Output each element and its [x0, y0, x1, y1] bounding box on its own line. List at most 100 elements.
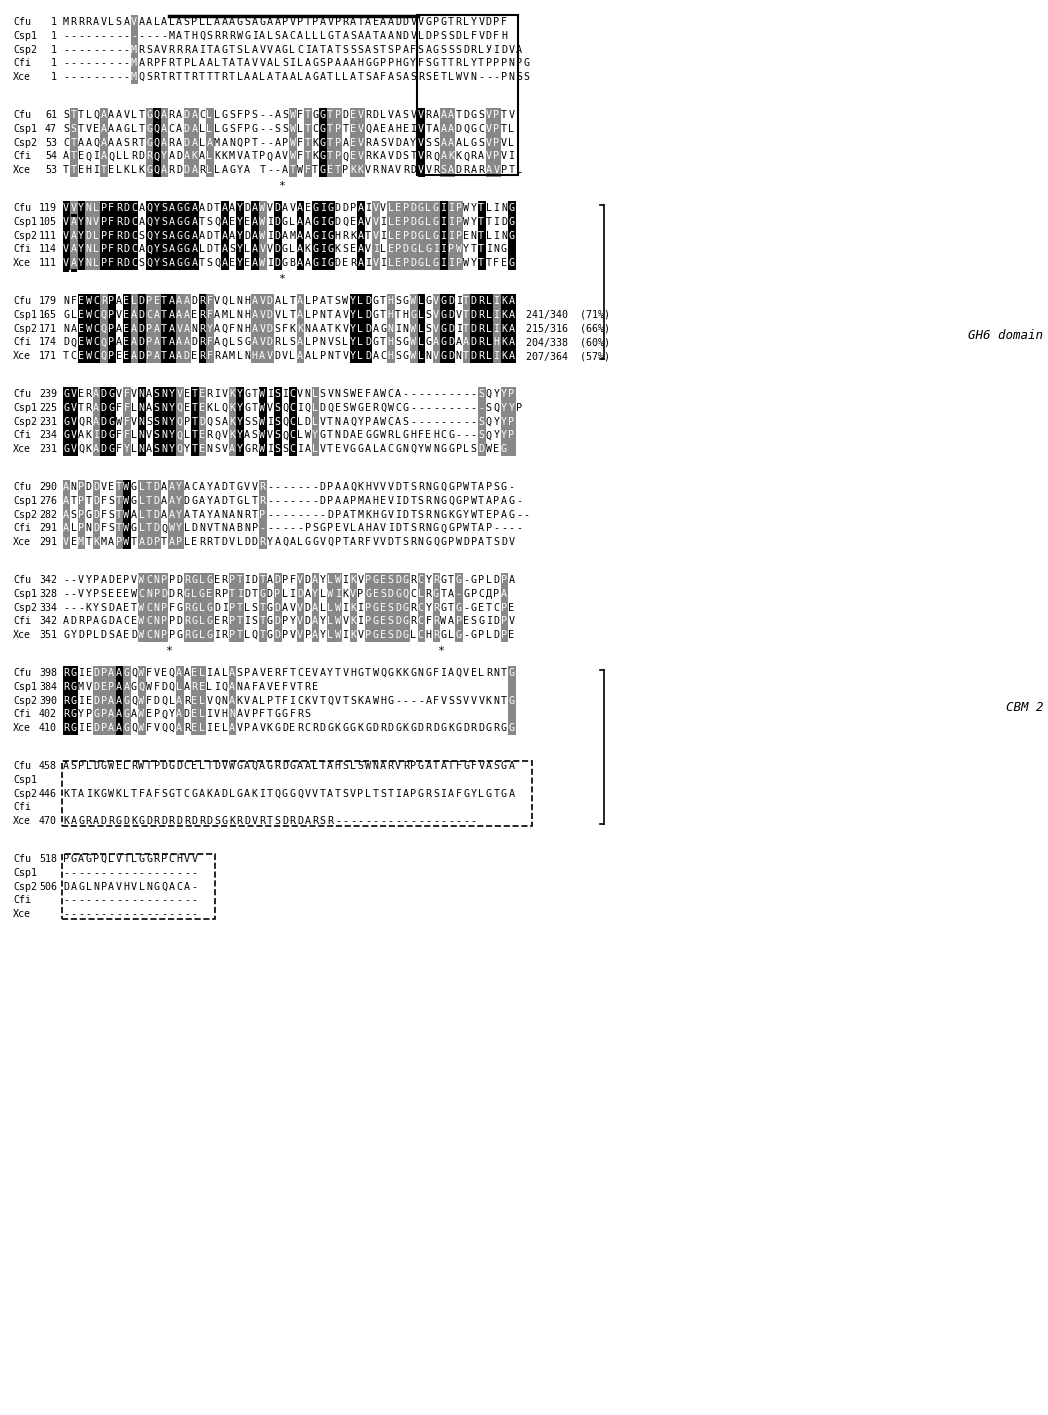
Text: V: V: [259, 723, 265, 733]
Text: A: A: [214, 337, 220, 348]
Text: Y: Y: [169, 403, 175, 413]
Text: Csp1: Csp1: [13, 495, 37, 505]
Text: E: E: [365, 403, 371, 413]
Bar: [440, 109, 447, 122]
Bar: [169, 402, 176, 415]
Text: A: A: [138, 202, 145, 214]
Text: E: E: [471, 668, 477, 678]
Text: -: -: [456, 416, 461, 426]
Bar: [70, 269, 77, 272]
Text: P: P: [79, 524, 84, 533]
Text: P: P: [471, 538, 477, 548]
Text: -: -: [79, 910, 84, 920]
Text: D: D: [267, 589, 272, 599]
Text: R: R: [206, 430, 213, 440]
Text: Q: Q: [463, 151, 470, 161]
Bar: [108, 201, 115, 215]
Text: G: G: [365, 589, 371, 599]
Text: -: -: [63, 72, 69, 82]
Text: E: E: [380, 574, 386, 584]
Text: D: D: [365, 324, 371, 334]
Text: T: T: [70, 137, 77, 147]
Text: N: N: [86, 216, 91, 226]
Bar: [153, 215, 160, 229]
Text: S: S: [388, 45, 394, 55]
Text: S: S: [402, 151, 409, 161]
Text: A: A: [275, 17, 281, 27]
Text: F: F: [101, 495, 107, 505]
Bar: [440, 150, 447, 164]
Text: L: L: [206, 17, 213, 27]
Bar: [176, 215, 183, 229]
Text: C: C: [388, 416, 394, 426]
Text: V: V: [176, 324, 182, 334]
Text: G: G: [192, 603, 197, 613]
Text: L: L: [418, 245, 423, 255]
Text: T: T: [327, 416, 333, 426]
Bar: [334, 164, 342, 177]
Text: A: A: [275, 45, 281, 55]
Text: W: W: [334, 630, 341, 640]
Text: D: D: [138, 151, 145, 161]
Bar: [93, 508, 101, 522]
Bar: [153, 429, 160, 443]
Bar: [455, 628, 463, 642]
Text: I: I: [494, 296, 499, 306]
Text: C: C: [199, 110, 205, 120]
Text: P: P: [101, 709, 107, 719]
Text: V: V: [70, 430, 77, 440]
Bar: [365, 587, 372, 601]
Text: P: P: [327, 58, 333, 68]
Text: -: -: [402, 816, 409, 826]
Text: N: N: [230, 137, 235, 147]
Bar: [395, 573, 402, 587]
Bar: [176, 443, 183, 457]
Text: D: D: [402, 17, 409, 27]
Bar: [63, 229, 70, 243]
Text: C: C: [169, 855, 175, 865]
Bar: [85, 256, 93, 270]
Text: A: A: [138, 245, 145, 255]
Text: Xce: Xce: [13, 538, 31, 548]
Text: R: R: [86, 389, 91, 399]
Text: Р: Р: [282, 137, 288, 147]
Text: A: A: [192, 258, 197, 269]
Text: Y: Y: [79, 245, 84, 255]
Text: A: A: [343, 483, 348, 492]
Text: T: T: [214, 524, 220, 533]
Text: S: S: [138, 258, 145, 269]
Text: I: I: [343, 630, 348, 640]
Text: -: -: [524, 509, 529, 519]
Text: V: V: [411, 31, 416, 41]
Text: A: A: [93, 416, 100, 426]
Text: Y: Y: [79, 231, 84, 241]
Text: R: R: [357, 538, 364, 548]
Text: T: T: [320, 45, 326, 55]
Text: Csp2: Csp2: [13, 509, 37, 519]
Text: M: M: [131, 72, 137, 82]
Text: H: H: [388, 296, 394, 306]
Bar: [93, 535, 101, 549]
Text: S: S: [275, 324, 281, 334]
Text: Q: Q: [456, 668, 461, 678]
Text: V: V: [501, 137, 507, 147]
Text: A: A: [70, 816, 77, 826]
Text: F: F: [380, 72, 386, 82]
Bar: [131, 243, 138, 256]
Text: V: V: [267, 45, 272, 55]
Text: T: T: [334, 31, 341, 41]
Text: L: L: [372, 444, 378, 454]
Bar: [259, 628, 266, 642]
Text: W: W: [289, 137, 296, 147]
Bar: [123, 522, 131, 535]
Text: R: R: [343, 17, 348, 27]
Text: N: N: [93, 882, 100, 891]
Bar: [410, 350, 417, 364]
Bar: [402, 201, 410, 215]
Bar: [259, 429, 266, 443]
Text: 470: 470: [39, 816, 57, 826]
Text: T: T: [79, 110, 84, 120]
Text: R: R: [146, 58, 152, 68]
Text: Q: Q: [350, 483, 356, 492]
Bar: [78, 201, 85, 215]
